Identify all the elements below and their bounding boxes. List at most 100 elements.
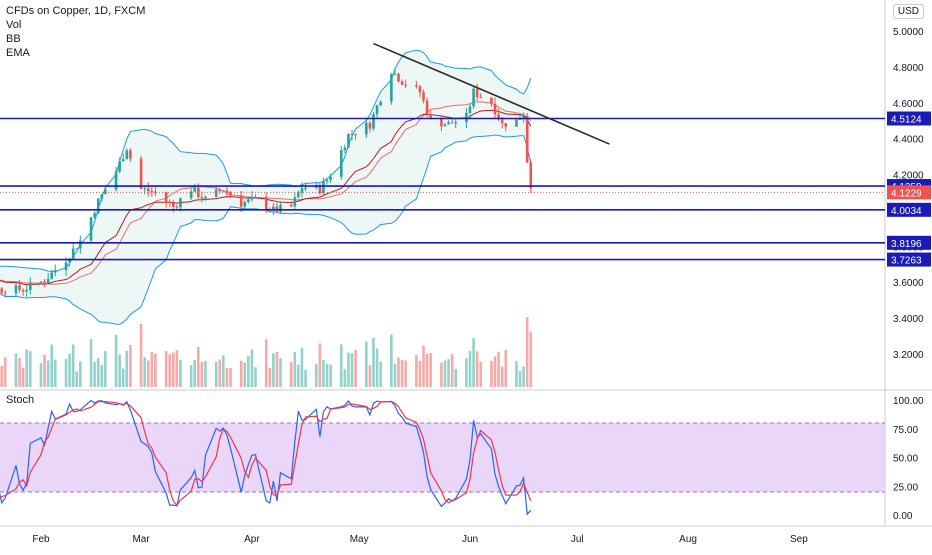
candle[interactable] [497,114,500,120]
candle[interactable] [318,185,322,193]
candle[interactable] [243,202,247,207]
candle[interactable] [175,206,179,208]
candle[interactable] [365,122,368,135]
candle[interactable] [379,101,382,106]
candle[interactable] [465,112,468,123]
candle[interactable] [143,188,146,190]
candle[interactable] [104,189,107,195]
candle[interactable] [479,97,483,99]
candle[interactable] [322,181,325,193]
candle[interactable] [390,74,393,102]
candle[interactable] [393,73,397,75]
candle[interactable] [415,85,418,87]
candle[interactable] [150,191,154,193]
candle[interactable] [504,123,508,127]
candle[interactable] [247,199,250,203]
candle[interactable] [18,285,21,290]
candle[interactable] [368,122,372,129]
candle[interactable] [425,100,429,115]
candle[interactable] [454,122,457,124]
candle[interactable] [46,278,50,283]
candle[interactable] [164,192,168,202]
candle[interactable] [429,114,432,119]
candle[interactable] [139,158,143,189]
candle[interactable] [272,206,275,211]
candle[interactable] [214,189,218,197]
candle[interactable] [121,159,125,162]
trendline[interactable] [373,42,610,145]
candle[interactable] [43,281,46,283]
candle[interactable] [343,147,347,151]
candle[interactable] [3,292,7,294]
candle[interactable] [518,118,522,120]
candle[interactable] [193,187,197,192]
candle[interactable] [440,118,443,127]
candle[interactable] [39,281,43,283]
candle[interactable] [404,84,407,86]
candle[interactable] [75,248,79,250]
candle[interactable] [443,124,447,127]
currency-button[interactable]: USD [892,4,924,19]
candle[interactable] [500,119,504,124]
candle[interactable] [279,204,282,212]
candle[interactable] [64,262,68,271]
candle[interactable] [250,197,254,200]
candle[interactable] [71,248,75,259]
candle[interactable] [171,202,175,207]
candle[interactable] [400,81,404,85]
candle[interactable] [125,150,129,160]
candle[interactable] [154,191,157,193]
candle[interactable] [225,190,229,193]
candle[interactable] [325,179,329,182]
candle[interactable] [472,88,475,107]
candle[interactable] [522,115,525,119]
candle[interactable] [218,189,222,192]
candle[interactable] [79,240,82,249]
candle[interactable] [204,196,207,199]
candle[interactable] [418,86,422,93]
candle[interactable] [21,289,25,292]
candle[interactable] [372,114,375,129]
candle[interactable] [515,119,518,127]
candle[interactable] [340,150,343,177]
candle[interactable] [54,270,57,273]
candle[interactable] [100,194,104,199]
candle[interactable] [229,192,232,196]
candle[interactable] [297,192,300,198]
candle[interactable] [200,197,204,199]
candle[interactable] [264,196,268,210]
candle[interactable] [96,198,100,214]
candle[interactable] [179,198,182,208]
candle[interactable] [293,197,297,207]
candle[interactable] [89,217,93,241]
candle[interactable] [28,282,32,290]
candle[interactable] [254,196,257,198]
candle[interactable] [300,188,304,193]
candle[interactable] [304,187,307,189]
candle[interactable] [68,258,71,263]
candle[interactable] [529,162,533,189]
candle[interactable] [447,122,450,125]
candle[interactable] [222,190,225,192]
candle[interactable] [525,115,529,163]
candle[interactable] [50,272,54,279]
candle[interactable] [168,201,171,203]
candle[interactable] [189,191,193,199]
candle[interactable] [468,106,472,113]
candle[interactable] [450,122,454,124]
candle[interactable] [289,204,293,207]
candle[interactable] [350,133,354,135]
candle[interactable] [129,150,132,159]
candle[interactable] [239,195,243,207]
candle[interactable] [0,288,3,293]
candle[interactable] [375,105,379,115]
candle[interactable] [93,213,96,218]
candle[interactable] [114,171,118,190]
candle[interactable] [347,134,350,148]
candle[interactable] [329,176,332,180]
candle[interactable] [25,289,28,292]
candle[interactable] [397,73,400,82]
candle[interactable] [354,133,357,135]
